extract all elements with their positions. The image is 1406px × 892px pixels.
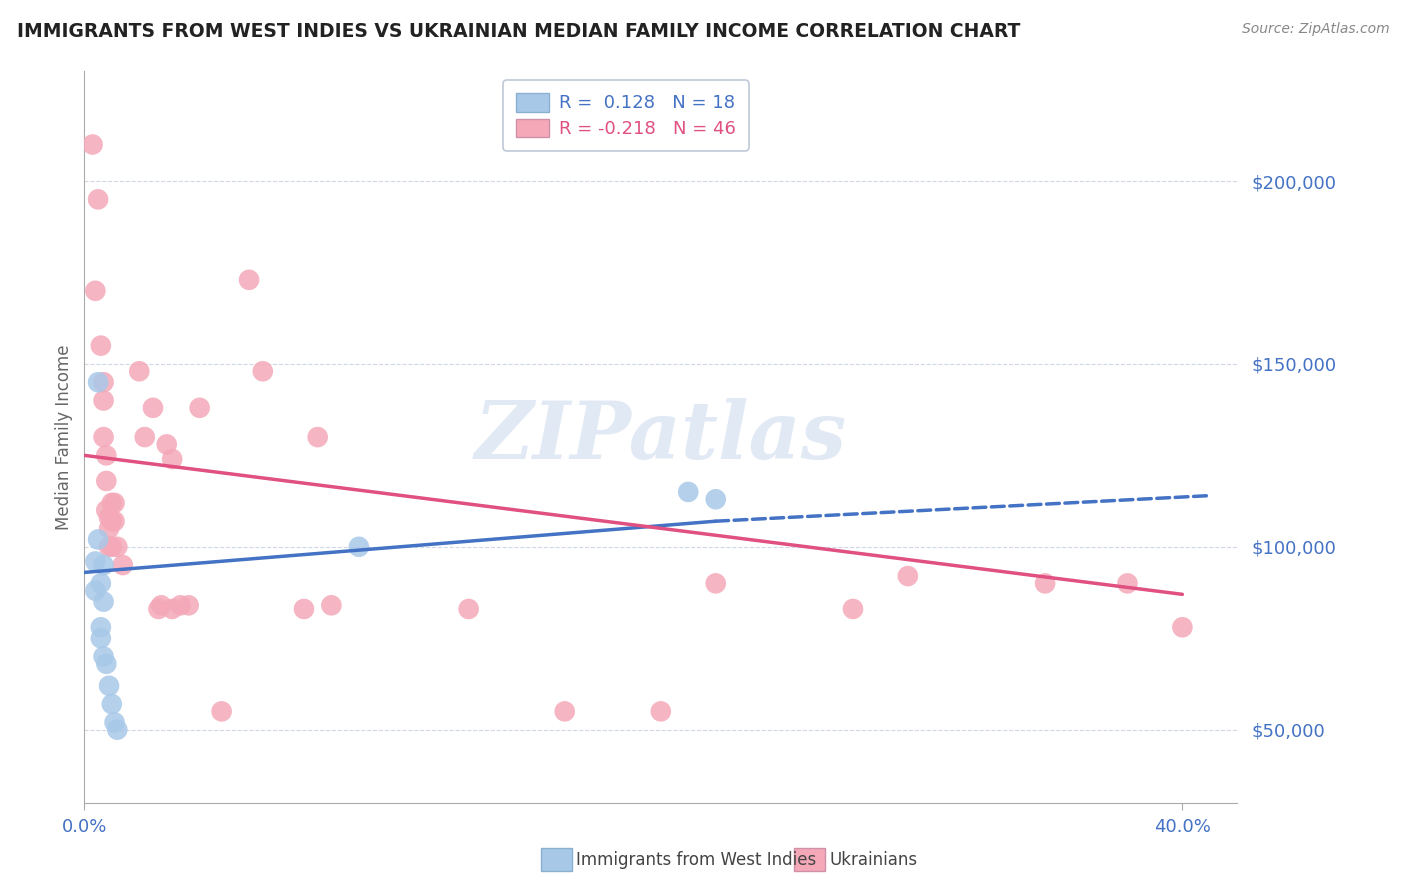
Point [211,705,233,719]
Point [98,679,121,693]
Text: Source: ZipAtlas.com: Source: ZipAtlas.com [1241,22,1389,37]
Point [93,375,115,389]
Point [1171,620,1194,634]
Point [650,705,672,719]
Point [103,715,125,730]
Point [457,602,479,616]
Point [897,569,920,583]
Point [93,393,115,408]
Point [554,705,576,719]
Point [150,599,173,613]
Point [105,723,128,737]
Point [292,602,315,616]
Point [90,338,112,352]
Point [93,558,115,573]
Point [128,364,150,378]
Point [252,364,274,378]
Point [93,649,115,664]
Legend: R =  0.128   N = 18, R = -0.218   N = 46: R = 0.128 N = 18, R = -0.218 N = 46 [503,80,749,151]
Point [704,576,727,591]
Point [177,599,200,613]
Point [101,514,124,528]
Point [105,540,128,554]
Point [704,492,727,507]
Point [84,284,107,298]
Point [93,430,115,444]
Point [96,503,118,517]
Point [90,576,112,591]
Point [87,192,110,206]
Point [101,496,124,510]
Point [87,375,110,389]
Point [84,554,107,568]
Text: IMMIGRANTS FROM WEST INDIES VS UKRAINIAN MEDIAN FAMILY INCOME CORRELATION CHART: IMMIGRANTS FROM WEST INDIES VS UKRAINIAN… [17,22,1021,41]
Point [90,632,112,646]
Point [156,437,179,451]
Point [98,540,121,554]
Point [84,583,107,598]
Text: ZIPatlas: ZIPatlas [475,399,846,475]
Point [169,599,191,613]
Text: Immigrants from West Indies: Immigrants from West Indies [576,851,817,869]
Point [321,599,343,613]
Point [142,401,165,415]
Point [103,514,125,528]
Point [96,474,118,488]
Point [101,697,124,711]
Point [188,401,211,415]
Point [1116,576,1139,591]
Y-axis label: Median Family Income: Median Family Income [55,344,73,530]
Point [238,273,260,287]
Point [93,594,115,608]
Point [98,510,121,524]
Point [87,533,110,547]
Point [111,558,134,573]
Point [90,620,112,634]
Point [134,430,156,444]
Point [842,602,865,616]
Point [96,657,118,671]
Point [347,540,370,554]
Point [101,540,124,554]
Point [160,602,183,616]
Point [1033,576,1056,591]
Point [307,430,329,444]
Point [82,137,104,152]
Point [98,521,121,535]
Point [148,602,170,616]
Point [103,496,125,510]
Text: Ukrainians: Ukrainians [830,851,918,869]
Point [160,452,183,467]
Point [678,485,700,500]
Point [96,448,118,462]
